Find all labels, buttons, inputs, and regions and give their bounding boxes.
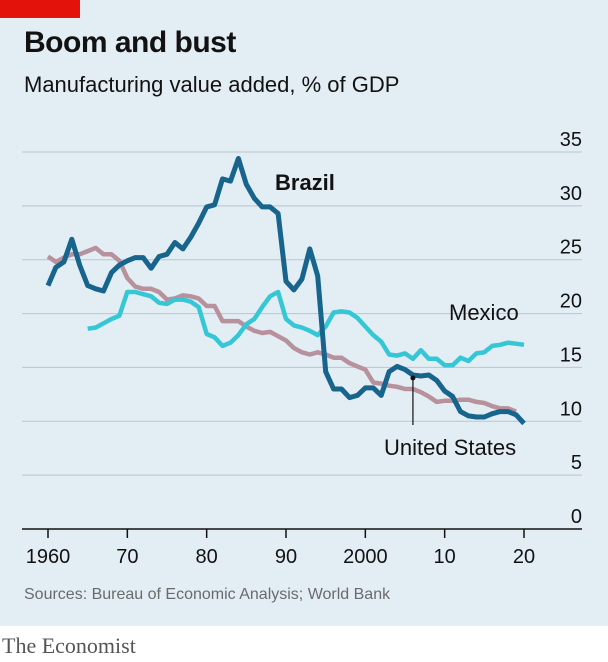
brand-red-tag [0,0,80,18]
chart-panel [0,0,608,626]
y-tick-label: 10 [560,398,582,420]
data-series [45,156,526,426]
x-axis: 1960 70 80 90 2000 10 20 [22,528,582,568]
y-tick-label: 35 [560,129,582,151]
series-annotations: Brazil Mexico United States [275,170,519,460]
y-tick-label: 0 [571,506,582,528]
y-tick-label: 25 [560,237,582,259]
y-tick-label: 5 [571,452,582,474]
x-tick-label: 20 [513,546,535,568]
series-line-united-states [46,245,517,414]
x-tick-label: 2000 [343,546,388,568]
label-united-states: United States [384,435,516,460]
x-tick-label: 10 [434,546,456,568]
x-tick-label: 1960 [26,546,71,568]
y-tick-label: 15 [560,344,582,366]
chart-subtitle: Manufacturing value added, % of GDP [24,72,400,97]
series-line-mexico [87,289,525,368]
publisher-logo: The Economist [2,633,136,658]
y-tick-label: 30 [560,183,582,205]
label-mexico: Mexico [449,300,519,325]
pointer-dot-united-states [410,375,416,381]
label-brazil: Brazil [275,170,335,195]
x-tick-label: 70 [116,546,138,568]
x-tick-label: 90 [275,546,297,568]
source-note: Sources: Bureau of Economic Analysis; Wo… [24,586,391,603]
series-line-brazil [45,156,526,426]
line-chart: 0 5 10 15 20 25 30 35 1960 70 80 90 2000 10 20 Brazil… [22,129,582,568]
y-axis-ticks: 0 5 10 15 20 25 30 35 [560,129,582,528]
chart-title: Boom and bust [24,26,236,59]
y-tick-label: 20 [560,291,582,313]
x-tick-label: 80 [196,546,218,568]
